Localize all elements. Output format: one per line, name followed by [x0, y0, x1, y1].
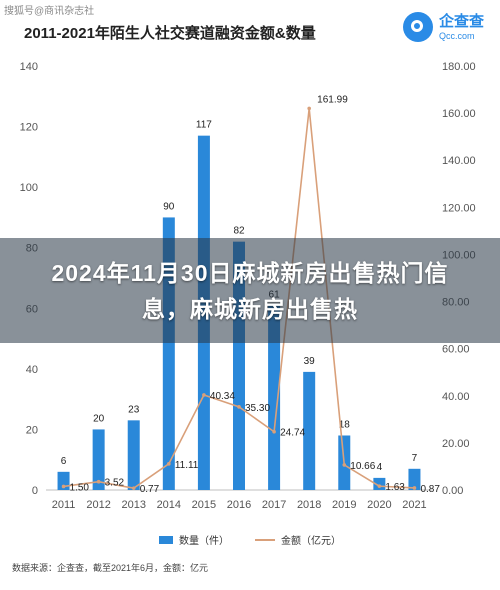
x-tick-label: 2011 [52, 499, 76, 511]
line-data-label: 3.52 [105, 478, 125, 489]
line-point [237, 405, 241, 409]
y-right-tick-label: 160.00 [442, 108, 476, 120]
bar-data-label: 4 [377, 462, 383, 473]
chart-title: 2011-2021年陌生人社交赛道融资金额&数量 [24, 25, 316, 42]
line-point [377, 484, 382, 488]
y-right-tick-label: 20.00 [442, 438, 470, 450]
x-tick-label: 2020 [367, 499, 391, 511]
y-right-tick-label: 60.00 [442, 344, 470, 356]
legend-amount-label: 金额（亿元） [281, 536, 341, 547]
line-point [167, 462, 171, 466]
bar-data-label: 39 [304, 356, 316, 367]
line-point [96, 479, 101, 484]
line-data-label: 0.87 [420, 484, 440, 495]
headline-text: 2024年11月30日麻城新房出售热门信息，麻城新房出售热 [51, 259, 449, 322]
bar [127, 420, 140, 490]
legend-count-label: 数量（件） [179, 536, 229, 547]
bar-data-label: 7 [412, 453, 418, 464]
bar-data-label: 82 [233, 226, 245, 237]
legend-line-swatch [255, 538, 275, 541]
line-point [131, 486, 136, 490]
logo-name: 企查查 [438, 12, 484, 30]
y-left-tick-label: 20 [26, 424, 38, 436]
line-data-label: 1.50 [70, 482, 90, 493]
line-point [272, 429, 276, 434]
bar [303, 371, 316, 490]
line-point [307, 106, 311, 111]
y-right-tick-label: 40.00 [442, 391, 470, 403]
logo-icon [402, 12, 433, 42]
x-tick-label: 2018 [297, 499, 321, 511]
y-right-tick-label: 0.00 [442, 485, 463, 497]
line-data-label: 0.77 [140, 484, 160, 495]
source-note: 数据来源：企查查，截至2021年6月，金额：亿元 [12, 563, 209, 573]
legend-item-count: 数量（件） [159, 532, 229, 547]
line-data-label: 11.11 [175, 460, 199, 471]
x-tick-label: 2016 [227, 499, 251, 511]
y-left-tick-label: 120 [20, 122, 38, 134]
x-tick-label: 2019 [332, 499, 356, 511]
line-data-label: 10.66 [350, 461, 375, 472]
x-tick-label: 2012 [86, 499, 110, 511]
logo-url: Qcc.com [438, 30, 475, 41]
bar-data-label: 6 [61, 456, 67, 467]
legend-bar-swatch [159, 535, 173, 544]
line-point [202, 393, 206, 397]
line-data-label: 161.99 [317, 94, 348, 105]
line-point [61, 484, 66, 489]
y-left-tick-label: 40 [26, 364, 38, 376]
bar-data-label: 20 [93, 413, 105, 424]
line-data-label: 24.74 [280, 428, 305, 439]
x-tick-label: 2014 [157, 499, 181, 511]
bar [268, 305, 281, 490]
y-right-tick-label: 120.00 [442, 202, 476, 214]
brand-logo: 企查查 Qcc.com [402, 12, 484, 42]
watermark: 搜狐号@商讯杂志社 [4, 6, 95, 17]
bar-data-label: 18 [339, 419, 351, 430]
x-tick-label: 2021 [402, 499, 426, 511]
chart-legend: 数量（件） 金额（亿元） [0, 532, 500, 547]
y-left-tick-label: 0 [32, 485, 38, 497]
bar-data-label: 90 [163, 201, 175, 212]
line-data-label: 35.30 [245, 403, 270, 414]
headline-overlay: 2024年11月30日麻城新房出售热门信息，麻城新房出售热 [0, 238, 500, 343]
bar-data-label: 23 [128, 404, 140, 415]
y-right-tick-label: 140.00 [442, 155, 476, 167]
x-tick-label: 2015 [192, 499, 216, 511]
line-point [342, 463, 347, 467]
bar-data-label: 117 [196, 120, 212, 131]
x-tick-label: 2017 [262, 499, 286, 511]
y-right-tick-label: 180.00 [442, 61, 476, 73]
y-left-tick-label: 100 [20, 182, 38, 194]
bar [408, 468, 421, 490]
x-tick-label: 2013 [121, 499, 145, 511]
legend-item-amount: 金额（亿元） [255, 532, 341, 547]
line-data-label: 1.63 [385, 482, 405, 493]
y-left-tick-label: 140 [20, 61, 38, 73]
line-data-label: 40.34 [210, 391, 235, 402]
line-point [412, 486, 417, 490]
chart-header: 2011-2021年陌生人社交赛道融资金额&数量 企查查 Qcc.com [0, 0, 500, 60]
bar [92, 429, 105, 490]
